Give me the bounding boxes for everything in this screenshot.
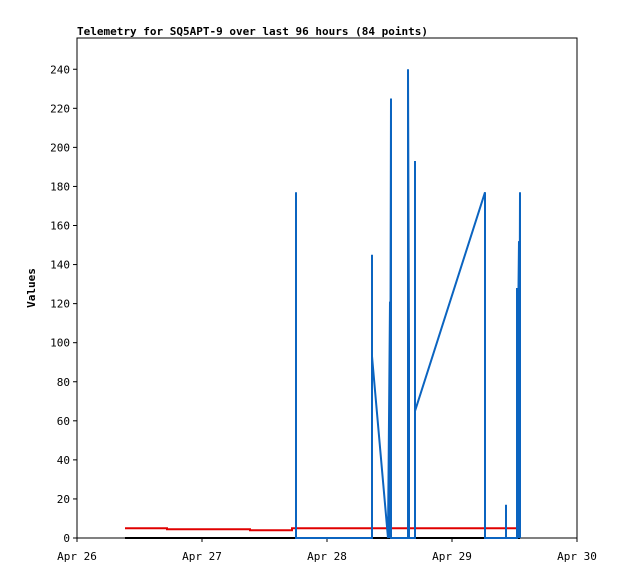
y-tick-label: 60	[57, 415, 70, 428]
x-tick-label: Apr 29	[432, 550, 472, 563]
y-tick-label: 200	[50, 141, 70, 154]
x-tick-label: Apr 30	[557, 550, 597, 563]
y-tick-label: 160	[50, 220, 70, 233]
y-tick-label: 220	[50, 102, 70, 115]
y-tick-label: 100	[50, 337, 70, 350]
chart-title: Telemetry for SQ5APT-9 over last 96 hour…	[77, 25, 428, 38]
y-axis-label: Values	[25, 268, 38, 308]
series-line	[295, 69, 521, 539]
series-line	[125, 527, 520, 532]
y-tick-label: 120	[50, 298, 70, 311]
y-tick-label: 20	[57, 493, 70, 506]
x-tick-label: Apr 28	[307, 550, 347, 563]
y-tick-label: 0	[63, 532, 70, 545]
y-tick-label: 240	[50, 63, 70, 76]
plot-frame	[76, 37, 578, 539]
x-tick-label: Apr 27	[182, 550, 222, 563]
y-tick-label: 140	[50, 259, 70, 272]
y-tick-label: 180	[50, 180, 70, 193]
y-tick-label: 80	[57, 376, 70, 389]
x-tick-label: Apr 26	[57, 550, 97, 563]
y-tick-label: 40	[57, 454, 70, 467]
